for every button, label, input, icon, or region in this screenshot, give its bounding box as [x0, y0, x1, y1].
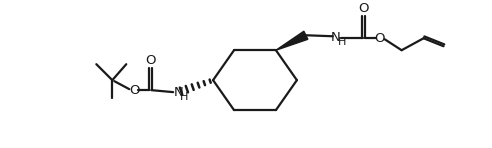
Text: O: O: [359, 2, 369, 15]
Text: O: O: [374, 32, 385, 45]
Text: O: O: [145, 54, 155, 67]
Text: H: H: [180, 92, 188, 102]
Polygon shape: [276, 31, 308, 50]
Text: H: H: [338, 37, 346, 47]
Text: N: N: [331, 31, 340, 44]
Text: O: O: [129, 84, 140, 97]
Text: N: N: [173, 86, 183, 99]
